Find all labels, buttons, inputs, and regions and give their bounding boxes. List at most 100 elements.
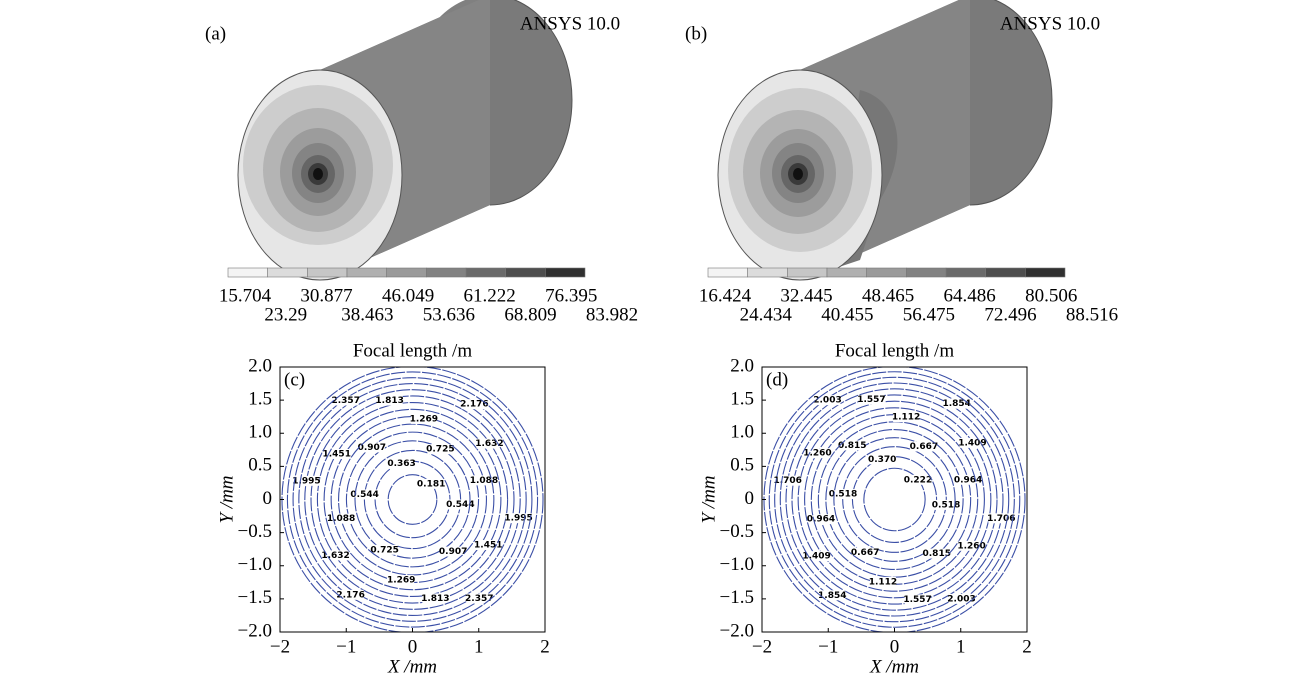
panel-label: (a) [205,23,226,44]
contour-label: 2.176 [336,590,364,600]
contour-line [282,366,543,632]
plot-frame [280,367,545,632]
render-title: ANSYS 10.0 [1000,13,1100,34]
contour-label: 1.813 [375,396,403,406]
colorbar-segment [307,268,347,277]
contour-label: 1.088 [470,476,498,486]
x-tick-label: 0 [890,636,900,657]
colorbar-tick-label: 53.636 [423,304,475,325]
contour-label: 2.176 [460,400,488,410]
colorbar-segment [387,268,427,277]
colorbar-tick-label: 83.982 [586,304,638,325]
colorbar-segment [787,268,827,277]
y-tick-label: −1.5 [238,587,272,608]
colorbar-tick-label: 72.496 [984,304,1036,325]
plot-frame [762,367,1027,632]
contour-label: 0.363 [387,459,415,469]
contour-label: 1.269 [387,576,415,586]
colorbar-tick-label: 88.516 [1066,304,1118,325]
x-tick-label: 1 [956,636,966,657]
contour-line [769,372,1019,627]
y-tick-label: −0.5 [720,521,754,542]
colorbar-segment [867,268,907,277]
colorbar-tick-label: 16.424 [699,285,752,306]
y-tick-label: −2.0 [720,620,754,641]
panel-label: (d) [766,369,788,390]
contour-label: 0.815 [923,549,951,559]
colorbar-segment [986,268,1026,277]
y-tick-label: −1.0 [238,554,272,575]
y-tick-label: 2.0 [730,355,754,376]
y-tick-label: −1.0 [720,554,754,575]
colorbar-segment [906,268,946,277]
y-tick-label: 0.5 [248,455,272,476]
colorbar-tick-label: 68.809 [504,304,556,325]
contour-label: 1.706 [987,514,1015,524]
contour-label: 1.557 [857,395,885,405]
contour-label: 0.964 [807,515,835,525]
colorbar-segment [268,268,308,277]
contour-line [311,396,514,603]
contour-label: 0.222 [904,475,932,485]
figure: (a) ANSYS 10.0 15.70423.2930.87738.46346.0… [0,0,1300,682]
colorbar-segment [426,268,466,277]
plot-title: Focal length /m [353,340,472,361]
colorbar-tick-label: 15.704 [219,285,272,306]
panel-label: (b) [685,23,707,44]
colorbar-tick-label: 23.29 [264,304,307,325]
x-axis-label: X /mm [869,656,919,677]
colorbar-tick-label: 46.049 [382,285,434,306]
contour-label: 2.003 [947,594,975,604]
contour-label: 0.964 [954,475,982,485]
contour-label: 1.112 [869,577,897,587]
contour-label: 1.995 [292,476,320,486]
contour-label: 1.557 [903,595,931,605]
render-title: ANSYS 10.0 [520,13,620,34]
contour-label: 1.854 [818,591,846,601]
contour-label: 1.995 [504,514,532,524]
y-axis-label: Y /mm [216,475,237,523]
contour-label: 1.706 [773,476,801,486]
colorbar-segment [506,268,546,277]
y-tick-label: 2.0 [248,355,272,376]
contour-line [798,401,991,598]
y-tick-label: 0 [263,488,273,509]
x-tick-label: 1 [474,636,484,657]
cylinder-b [718,0,1052,280]
colorbar-segment [1025,268,1065,277]
contours: 0.1810.3630.5440.5440.7250.7250.9070.907… [282,366,543,632]
colorbar-tick-label: 24.434 [740,304,793,325]
contour-label: 1.088 [327,514,355,524]
y-tick-label: 0 [745,488,755,509]
y-tick-label: 1.5 [248,388,272,409]
x-tick-label: −2 [270,636,290,657]
colorbar-tick-label: 30.877 [300,285,352,306]
colorbar-tick-label: 80.506 [1025,285,1077,306]
colorbar-segment [228,268,268,277]
x-tick-label: −1 [818,636,838,657]
colorbar-tick-label: 38.463 [341,304,393,325]
colorbar-tick-label: 56.475 [903,304,955,325]
colorbar-segment [545,268,585,277]
contour-label: 1.813 [421,594,449,604]
contour-label: 0.370 [868,455,896,465]
contour-label: 2.003 [813,396,841,406]
colorbar-segment [466,268,506,277]
x-axis-label: X /mm [387,656,437,677]
x-tick-label: 0 [408,636,418,657]
x-tick-label: 2 [1022,636,1032,657]
contour-label: 0.181 [417,479,445,489]
contour-label: 1.409 [958,438,986,448]
contour-label: 2.357 [331,396,359,406]
colorbar-tick-label: 40.455 [821,304,873,325]
colorbar-segment [708,268,748,277]
contour-label: 0.667 [910,442,938,452]
contour-label: 0.725 [370,545,398,555]
plot-title: Focal length /m [835,340,954,361]
contour-label: 0.518 [829,490,857,500]
contour-label: 0.725 [426,445,454,455]
contour-label: 2.357 [465,594,493,604]
contour-line [852,457,936,543]
x-tick-label: −2 [752,636,772,657]
colorbar-segment [946,268,986,277]
